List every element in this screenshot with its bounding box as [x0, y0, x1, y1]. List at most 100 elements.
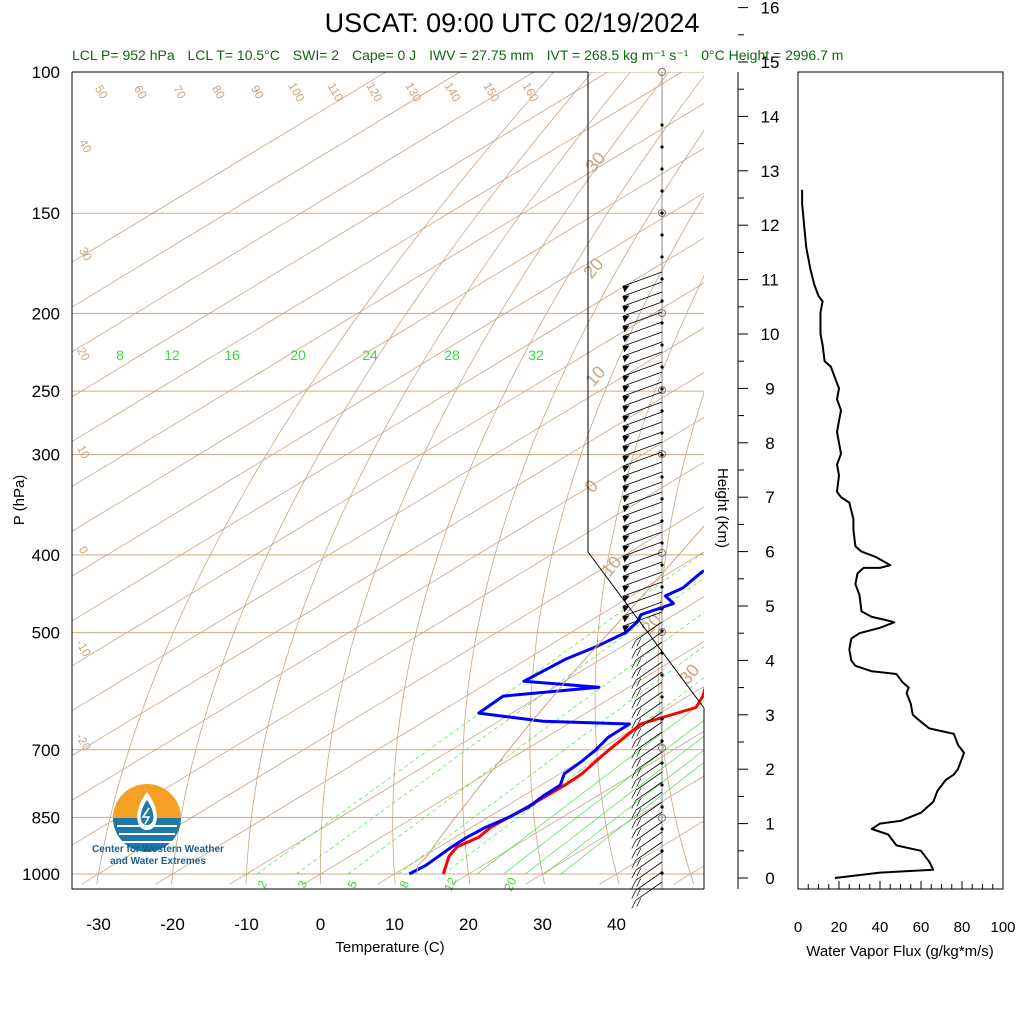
wind-barb-feather [631, 790, 637, 799]
wind-level-dot [660, 431, 664, 435]
wind-barb-feather [631, 830, 637, 839]
wind-barb [635, 671, 663, 691]
wind-barb-feather [631, 680, 637, 689]
wind-barb-flag [622, 575, 630, 583]
wind-level-dot [660, 299, 664, 303]
isotherm-line [72, 416, 704, 801]
flux-tick-label: 0 [794, 919, 802, 936]
wind-level-dot [660, 189, 664, 193]
mixing-ratio-line [503, 719, 704, 875]
wind-barb-flag [622, 375, 630, 383]
flux-tick-label: 100 [990, 919, 1015, 936]
isotherm-line [72, 237, 704, 622]
wind-level-dot [660, 541, 664, 545]
flux-axis-label: Water Vapor Flux (g/kg*m/s) [806, 943, 994, 960]
wind-barb-feather [631, 900, 637, 909]
height-tick-label: 8 [765, 434, 774, 453]
isotherm-label: 50 [92, 83, 111, 102]
wind-barb-feather [631, 720, 637, 729]
mixing-ratio-label: 20 [290, 347, 306, 363]
adiabat-label: 10 [581, 362, 609, 390]
isotherm-label: 160 [519, 80, 541, 105]
parcel-line [416, 525, 704, 875]
flux-tick-label: 80 [954, 919, 971, 936]
wind-barb-feather [636, 788, 642, 797]
mixing-ratio-line [347, 612, 704, 875]
height-tick-label: 0 [765, 869, 774, 888]
wind-barb-flag [622, 445, 630, 453]
wind-barb-flag [622, 595, 630, 603]
wind-barb [635, 691, 663, 711]
dry-adiabat-line [947, 72, 1024, 884]
wind-level-dot [660, 123, 664, 127]
mixing-ratio-label: 2 [255, 878, 271, 890]
wind-barb-feather [631, 750, 637, 759]
height-tick-label: 6 [765, 543, 774, 562]
wind-barb-feather [631, 640, 637, 649]
isotherm-line [377, 685, 704, 885]
potential-temp-label: 20 [74, 345, 93, 364]
isotherm-line [72, 72, 461, 308]
adiabat-label: 30 [581, 148, 609, 176]
wind-barb-feather [636, 828, 642, 837]
height-tick-label: 2 [765, 760, 774, 779]
wind-barb-flag [622, 565, 630, 573]
mixing-ratio-label: 5 [345, 878, 361, 890]
wind-barb [635, 771, 663, 791]
height-tick-label: 15 [761, 53, 780, 72]
wind-barb-flag [622, 475, 630, 483]
wind-barb [622, 601, 663, 617]
wind-barb [635, 681, 663, 701]
height-tick-label: 10 [761, 325, 780, 344]
wind-level-dot [660, 277, 664, 281]
isotherm-label: 80 [209, 83, 228, 102]
wind-barb [635, 651, 663, 671]
wind-level-marker [658, 814, 666, 822]
height-tick-label: 4 [765, 651, 774, 670]
potential-temp-label: 40 [76, 137, 95, 156]
lcl-pressure: LCL P= 952 hPa [72, 47, 175, 63]
wind-barb-flag [622, 505, 630, 513]
wind-barb [622, 331, 663, 347]
wind-barb-feather [631, 780, 637, 789]
wind-level-dot [660, 783, 664, 787]
wind-barb-flag [622, 515, 630, 523]
wind-level-marker [658, 386, 666, 394]
wind-level-marker [658, 450, 666, 458]
wind-barb [635, 731, 663, 751]
pressure-tick-label: 700 [32, 741, 60, 760]
wind-barb [635, 811, 663, 831]
wind-barb-feather [631, 730, 637, 739]
wind-level-dot [660, 453, 664, 457]
wind-barb-feather [631, 710, 637, 719]
wind-barb [622, 311, 663, 327]
isotherm-label: 100 [285, 80, 307, 105]
wind-barb-feather [636, 808, 642, 817]
wind-barb [622, 411, 663, 427]
logo-bolt-icon [141, 807, 151, 825]
wind-barb [622, 481, 663, 497]
wind-barb-flag [622, 355, 630, 363]
wind-barb-flag [622, 285, 630, 293]
wind-barb [622, 491, 663, 507]
stats-line: LCL P= 952 hPa LCL T= 10.5°C SWI= 2 Cape… [72, 47, 852, 64]
wind-level-dot [660, 717, 664, 721]
isotherm-line [72, 282, 704, 667]
wind-barb [635, 781, 663, 801]
mixing-ratio-line [544, 749, 704, 875]
wind-barb [622, 531, 663, 547]
mixing-ratio-line [256, 552, 704, 875]
dry-adiabat-line [462, 130, 704, 885]
wind-level-dot [660, 695, 664, 699]
lcl-temperature: LCL T= 10.5°C [187, 47, 280, 63]
temperature-tick-label: -10 [234, 915, 259, 934]
wind-level-dot [660, 211, 664, 215]
swi-value: SWI= 2 [292, 47, 340, 63]
wind-level-dot [660, 233, 664, 237]
wind-barb-flag [622, 535, 630, 543]
mixing-ratio-label: 3 [295, 878, 311, 890]
isotherm-line [748, 72, 1024, 884]
mixing-ratio-label: 8 [397, 878, 413, 890]
wind-barb [635, 791, 663, 811]
